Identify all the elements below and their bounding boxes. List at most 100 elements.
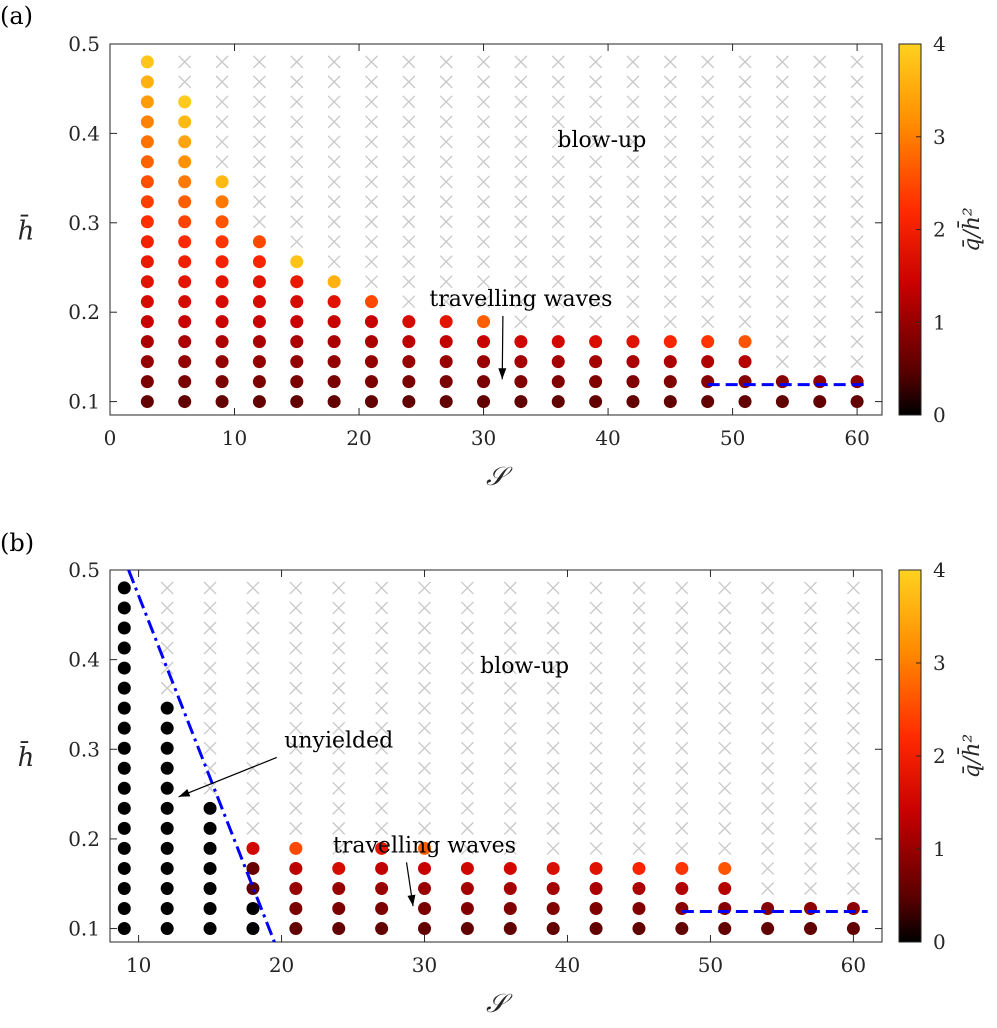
- data-point: [178, 355, 192, 369]
- blowup-cross: [846, 741, 860, 755]
- blowup-cross: [203, 781, 217, 795]
- blowup-cross: [327, 75, 341, 89]
- data-point: [589, 335, 603, 349]
- blowup-cross: [846, 882, 860, 895]
- blowup-cross: [738, 95, 752, 109]
- data-point: [290, 315, 304, 329]
- blowup-cross: [850, 315, 864, 329]
- data-point: [290, 375, 304, 389]
- blowup-cross: [160, 581, 174, 595]
- data-point: [375, 922, 389, 936]
- blowup-cross: [626, 195, 640, 209]
- blowup-cross: [332, 701, 346, 715]
- blowup-cross: [551, 295, 565, 309]
- blowup-cross: [850, 275, 864, 289]
- blowup-cross: [332, 581, 346, 595]
- blowup-cross: [514, 215, 528, 229]
- data-point: [289, 902, 303, 916]
- blowup-cross: [546, 601, 560, 615]
- data-point: [160, 721, 174, 735]
- data-point: [117, 681, 131, 695]
- blowup-cross: [215, 75, 229, 89]
- data-point: [846, 922, 860, 936]
- colorbar-tick-label: 0: [933, 403, 946, 427]
- blowup-cross: [375, 581, 389, 595]
- blowup-cross: [252, 115, 266, 129]
- blowup-cross: [514, 175, 528, 189]
- blowup-cross: [439, 55, 453, 69]
- blowup-cross: [289, 721, 303, 735]
- blowup-cross: [761, 781, 775, 795]
- blowup-cross: [551, 195, 565, 209]
- blowup-cross: [738, 75, 752, 89]
- blowup-cross: [718, 781, 732, 795]
- blowup-cross: [332, 601, 346, 615]
- data-point: [589, 395, 603, 409]
- colorbar-tick-label: 1: [933, 310, 946, 334]
- annotation-text: blow-up: [480, 654, 569, 679]
- data-point: [804, 902, 818, 916]
- blowup-cross: [813, 55, 827, 69]
- blowup-cross: [327, 115, 341, 129]
- data-point: [290, 295, 304, 309]
- blowup-cross: [761, 621, 775, 635]
- data-point: [418, 902, 432, 916]
- data-point: [140, 275, 154, 289]
- blowup-cross: [738, 235, 752, 249]
- x-tick-label: 30: [471, 426, 496, 450]
- blowup-cross: [626, 175, 640, 189]
- blowup-cross: [460, 641, 474, 655]
- blowup-cross: [701, 55, 715, 69]
- data-point: [514, 335, 528, 349]
- blowup-cross: [215, 95, 229, 109]
- blowup-cross: [546, 721, 560, 735]
- blowup-cross: [160, 601, 174, 615]
- data-point: [117, 621, 131, 635]
- blowup-cross: [503, 581, 517, 595]
- blowup-cross: [246, 741, 260, 755]
- blowup-cross: [332, 721, 346, 735]
- data-point: [178, 395, 192, 409]
- blowup-cross: [701, 255, 715, 269]
- blowup-cross: [761, 701, 775, 715]
- blowup-cross: [804, 641, 817, 655]
- blowup-cross: [439, 275, 453, 289]
- data-point: [252, 275, 266, 289]
- blowup-cross: [632, 681, 646, 695]
- data-point: [215, 195, 229, 209]
- blowup-cross: [626, 155, 640, 169]
- data-point: [203, 861, 217, 875]
- blowup-cross: [850, 235, 864, 249]
- blowup-cross: [375, 781, 389, 795]
- blowup-cross: [804, 681, 817, 695]
- blowup-cross: [632, 661, 646, 675]
- blowup-cross: [804, 741, 817, 755]
- blowup-cross: [289, 621, 303, 635]
- blowup-cross: [514, 275, 528, 289]
- blowup-cross: [701, 135, 715, 149]
- data-point: [246, 861, 260, 875]
- data-point: [375, 841, 389, 855]
- blowup-cross: [675, 741, 689, 755]
- blowup-cross: [675, 581, 689, 595]
- data-point: [178, 215, 192, 229]
- blowup-cross: [327, 255, 341, 269]
- blowup-cross: [503, 601, 517, 615]
- blowup-cross: [701, 195, 715, 209]
- y-tick-label: 0.2: [68, 827, 100, 851]
- blowup-cross: [477, 135, 491, 149]
- blowup-cross: [514, 55, 528, 69]
- data-point: [327, 355, 341, 369]
- blowup-cross: [514, 295, 528, 309]
- blowup-cross: [246, 661, 260, 675]
- data-point: [117, 841, 131, 855]
- colorbar-tick-label: 0: [933, 930, 946, 954]
- blowup-cross: [718, 621, 732, 635]
- blowup-cross: [626, 95, 640, 109]
- blowup-cross: [589, 601, 603, 615]
- blowup-cross: [589, 155, 603, 169]
- blowup-cross: [761, 861, 775, 875]
- data-point: [402, 355, 416, 369]
- data-point: [761, 922, 775, 936]
